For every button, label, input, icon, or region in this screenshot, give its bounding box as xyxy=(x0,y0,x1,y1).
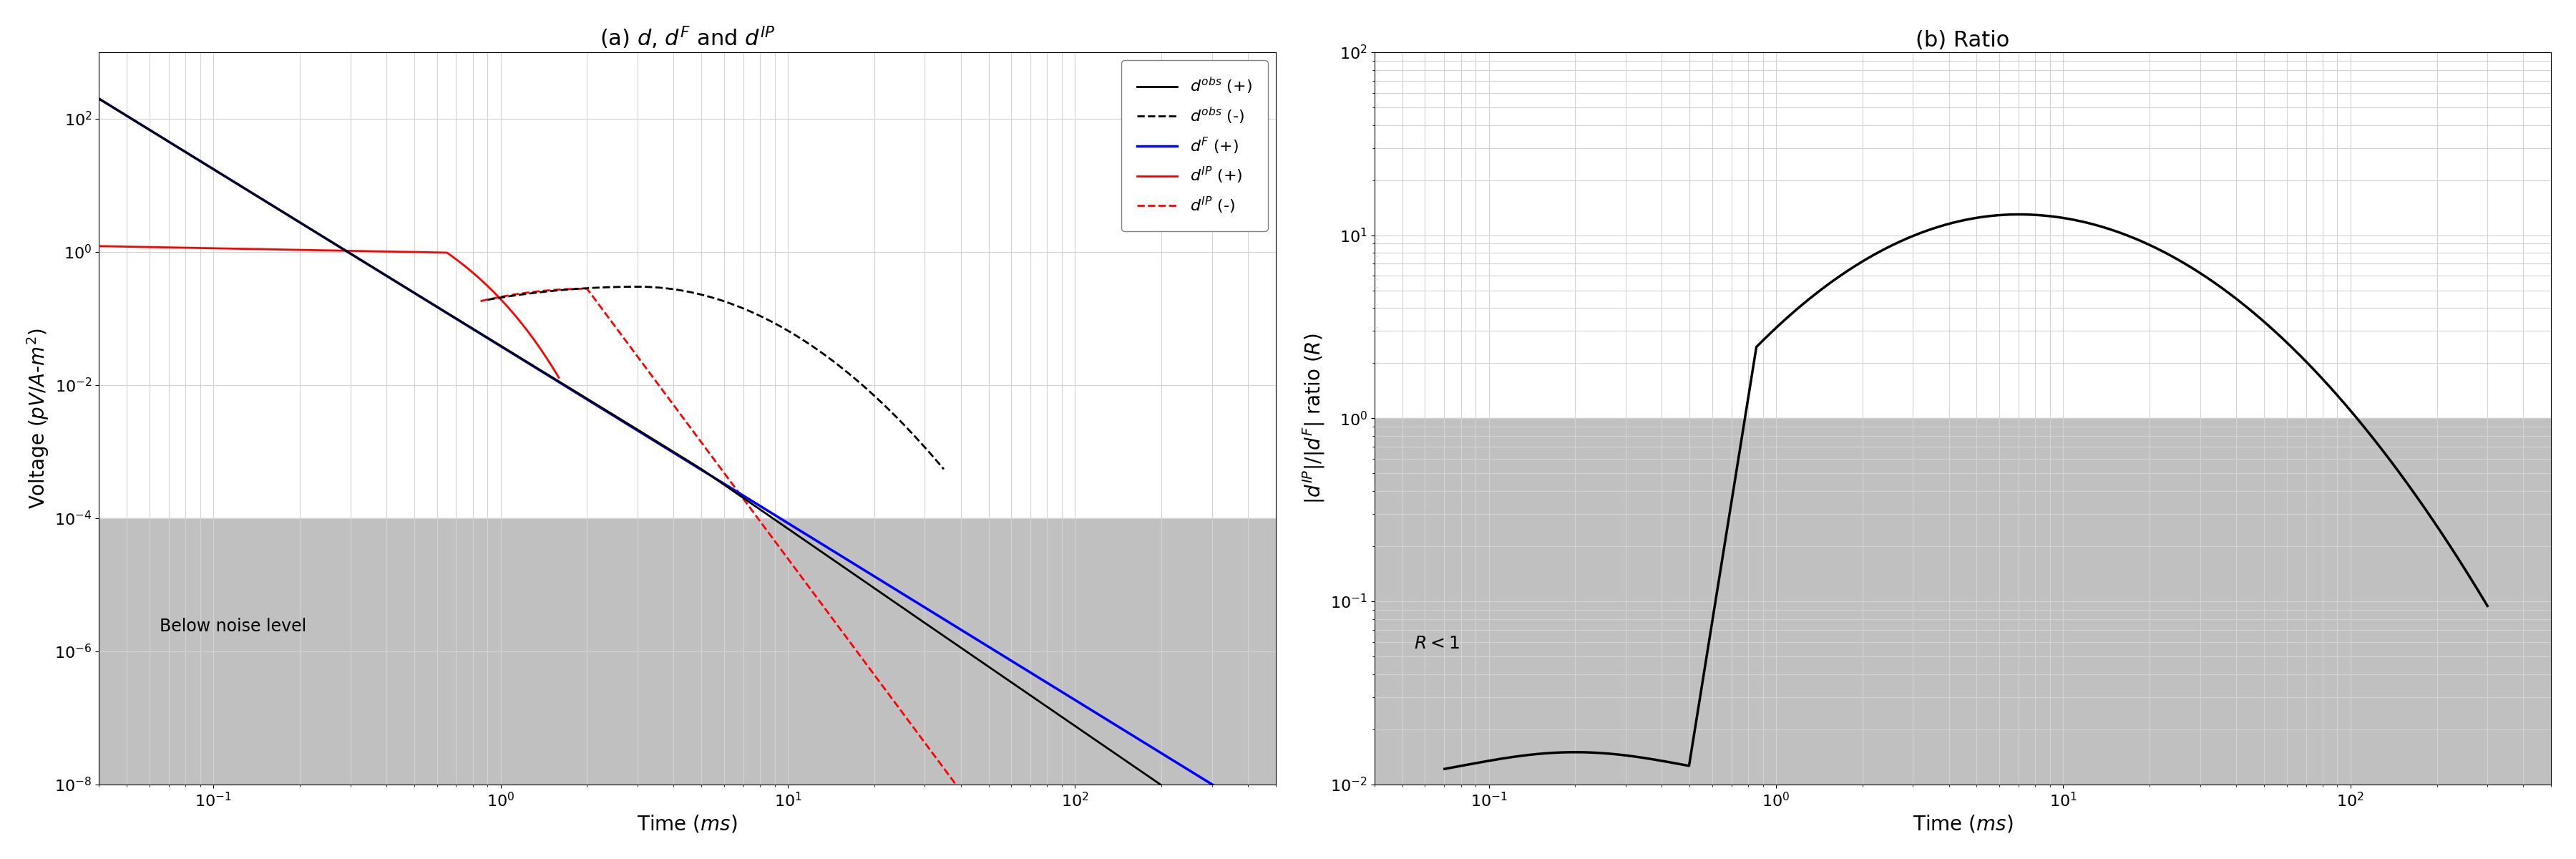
Line: $d^{F}$ (+): $d^{F}$ (+) xyxy=(98,99,1275,824)
Title: (a) $d$, $d^{F}$ and $d^{IP}$: (a) $d$, $d^{F}$ and $d^{IP}$ xyxy=(600,25,775,51)
$d^{obs}$ (+) xyxy=(657,445,688,455)
$d^{obs}$ (-) xyxy=(737,307,768,317)
$d^{F}$ (+) xyxy=(82,94,113,104)
$d^{obs}$ (+) xyxy=(1226,835,1257,845)
$d^{F}$ (+) xyxy=(1226,797,1257,807)
Y-axis label: Voltage ($pV/A$-$m^{2}$): Voltage ($pV/A$-$m^{2}$) xyxy=(26,328,52,509)
Text: $R < 1$: $R < 1$ xyxy=(1414,636,1461,653)
$d^{IP}$ (+) xyxy=(487,296,518,307)
$d^{IP}$ (+) xyxy=(276,245,307,255)
$d^{IP}$ (-) xyxy=(809,600,840,611)
$d^{IP}$ (+) xyxy=(152,242,183,253)
$d^{IP}$ (-) xyxy=(835,638,866,649)
$d^{F}$ (+) xyxy=(623,427,654,437)
$d^{obs}$ (-) xyxy=(744,311,775,321)
$d^{IP}$ (-) xyxy=(680,430,711,441)
$d^{obs}$ (+) xyxy=(144,131,175,141)
$d^{obs}$ (+) xyxy=(1226,835,1257,845)
$d^{F}$ (+) xyxy=(1226,797,1257,807)
Text: Below noise level: Below noise level xyxy=(160,618,307,635)
$d^{IP}$ (+) xyxy=(237,244,268,254)
X-axis label: Time ($ms$): Time ($ms$) xyxy=(1911,813,2012,834)
$d^{F}$ (+) xyxy=(144,131,175,141)
$d^{IP}$ (-) xyxy=(956,799,987,809)
$d^{F}$ (+) xyxy=(1010,664,1041,674)
$d^{obs}$ (-) xyxy=(471,295,502,305)
Line: $d^{IP}$ (+): $d^{IP}$ (+) xyxy=(98,247,559,378)
$d^{obs}$ (-) xyxy=(927,464,958,474)
$d^{IP}$ (-) xyxy=(572,283,603,294)
$d^{IP}$ (+) xyxy=(544,373,574,383)
$d^{obs}$ (-) xyxy=(623,282,654,292)
$d^{obs}$ (-) xyxy=(912,444,943,454)
$d^{F}$ (+) xyxy=(657,446,688,456)
Line: $d^{IP}$ (-): $d^{IP}$ (-) xyxy=(482,289,971,804)
$d^{obs}$ (-) xyxy=(891,423,922,434)
Legend: $d^{obs}$ (+), $d^{obs}$ (-), $d^{F}$ (+), $d^{IP}$ (+), $d^{IP}$ (-): $d^{obs}$ (+), $d^{obs}$ (-), $d^{F}$ (+… xyxy=(1121,60,1267,231)
$d^{IP}$ (+) xyxy=(299,245,330,255)
Line: $d^{obs}$ (+): $d^{obs}$ (+) xyxy=(98,99,1275,859)
$d^{obs}$ (+) xyxy=(1010,687,1041,698)
$d^{obs}$ (+) xyxy=(623,426,654,436)
Y-axis label: $|d^{IP}|/|d^{F}|$ ratio ($R$): $|d^{IP}|/|d^{F}|$ ratio ($R$) xyxy=(1301,333,1327,503)
$d^{IP}$ (-) xyxy=(641,377,672,387)
X-axis label: Time ($ms$): Time ($ms$) xyxy=(636,813,737,834)
$d^{F}$ (+) xyxy=(1260,819,1291,829)
Line: $d^{obs}$ (-): $d^{obs}$ (-) xyxy=(487,287,943,469)
$d^{obs}$ (-) xyxy=(837,371,868,381)
$d^{IP}$ (+) xyxy=(82,241,113,252)
Title: (b) Ratio: (b) Ratio xyxy=(1917,30,2009,51)
$d^{IP}$ (-) xyxy=(814,610,845,620)
$d^{IP}$ (-) xyxy=(466,296,497,307)
$d^{IP}$ (-) xyxy=(567,283,598,294)
$d^{obs}$ (+) xyxy=(82,94,113,104)
$d^{IP}$ (+) xyxy=(392,247,422,257)
$d^{obs}$ (-) xyxy=(541,285,572,295)
